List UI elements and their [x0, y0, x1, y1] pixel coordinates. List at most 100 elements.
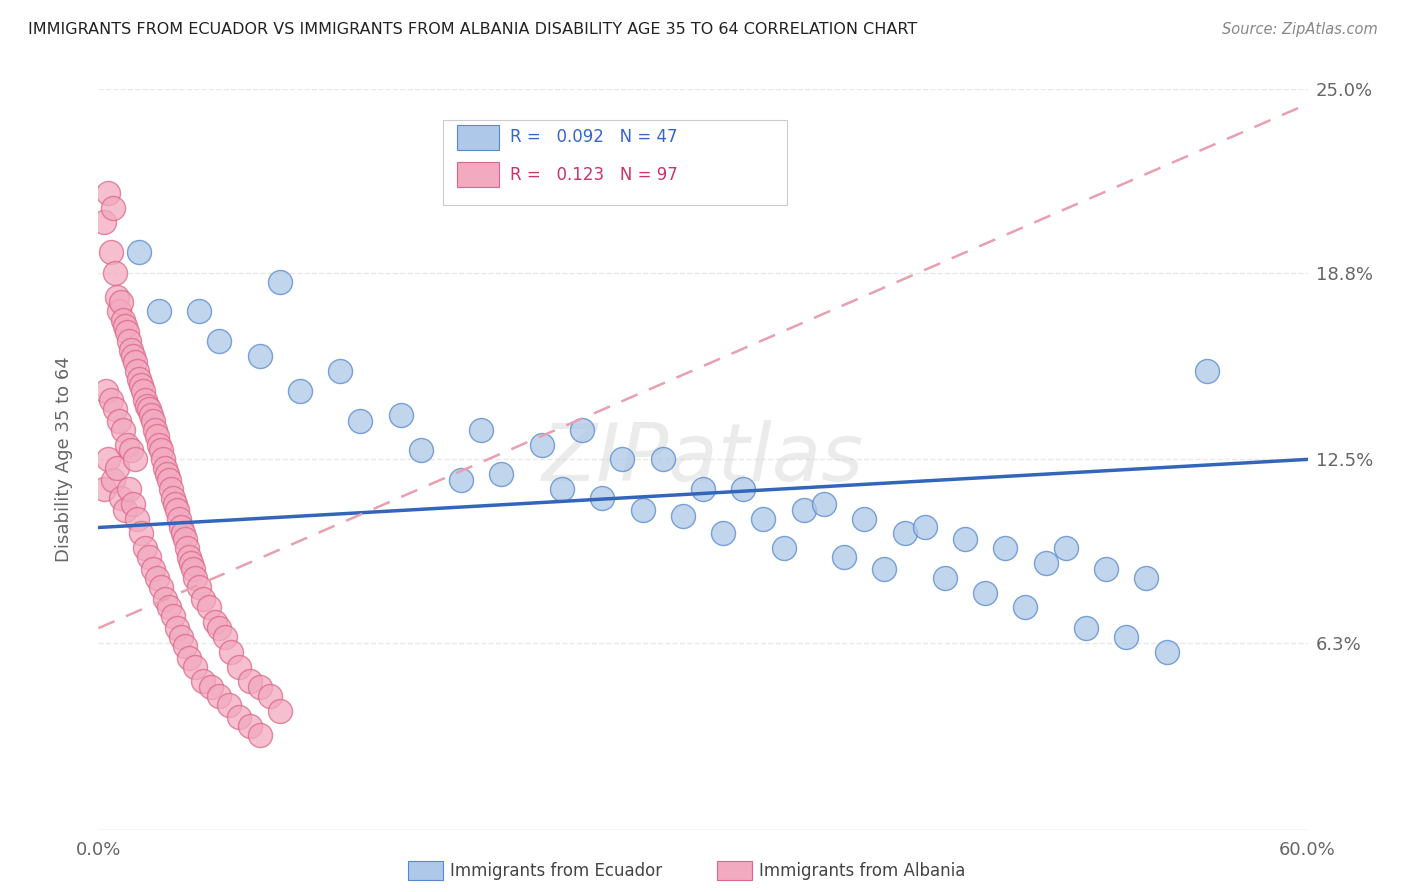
- Point: [93, 215, 115, 229]
- Point: [893, 526, 915, 541]
- Point: [153, 591, 176, 606]
- Text: R =   0.092   N = 47: R = 0.092 N = 47: [510, 128, 678, 146]
- Point: [179, 550, 201, 565]
- Point: [1115, 630, 1137, 644]
- Point: [249, 681, 271, 695]
- Point: [239, 719, 262, 733]
- Text: IMMIGRANTS FROM ECUADOR VS IMMIGRANTS FROM ALBANIA DISABILITY AGE 35 TO 64 CORRE: IMMIGRANTS FROM ECUADOR VS IMMIGRANTS FR…: [28, 22, 917, 37]
- Point: [163, 497, 186, 511]
- Point: [176, 541, 198, 556]
- Point: [103, 266, 125, 280]
- Point: [97, 186, 120, 200]
- Point: [974, 585, 997, 599]
- Point: [832, 550, 855, 565]
- Point: [162, 491, 184, 505]
- Point: [139, 408, 162, 422]
- Point: [239, 674, 262, 689]
- Point: [142, 562, 165, 576]
- Point: [711, 526, 734, 541]
- Point: [146, 428, 169, 442]
- Point: [1035, 556, 1057, 570]
- Point: [873, 562, 896, 576]
- Point: [96, 384, 118, 399]
- Point: [953, 533, 976, 547]
- Point: [166, 621, 188, 635]
- Point: [157, 600, 180, 615]
- Point: [793, 502, 815, 516]
- Point: [149, 443, 172, 458]
- Point: [93, 482, 115, 496]
- Point: [530, 437, 553, 451]
- Point: [208, 690, 231, 704]
- Point: [259, 690, 281, 704]
- Point: [184, 659, 207, 673]
- Point: [651, 452, 673, 467]
- Point: [934, 571, 956, 585]
- Point: [111, 423, 134, 437]
- Point: [1014, 600, 1036, 615]
- Point: [120, 443, 142, 458]
- Point: [228, 659, 250, 673]
- Point: [160, 482, 183, 496]
- Point: [146, 571, 169, 585]
- Point: [135, 399, 157, 413]
- Point: [772, 541, 794, 556]
- Point: [1135, 571, 1157, 585]
- Point: [853, 511, 876, 525]
- Point: [1156, 645, 1178, 659]
- Point: [124, 452, 146, 467]
- Point: [110, 295, 132, 310]
- Point: [193, 674, 215, 689]
- Point: [179, 650, 201, 665]
- Point: [188, 580, 211, 594]
- Point: [118, 334, 141, 348]
- Point: [121, 349, 143, 363]
- Point: [101, 473, 124, 487]
- Point: [167, 511, 190, 525]
- Point: [672, 508, 695, 523]
- Point: [110, 491, 132, 505]
- Point: [409, 443, 432, 458]
- Point: [491, 467, 513, 482]
- Point: [105, 289, 128, 303]
- Text: Immigrants from Albania: Immigrants from Albania: [759, 862, 966, 880]
- Point: [157, 473, 180, 487]
- Point: [121, 497, 143, 511]
- Point: [162, 609, 184, 624]
- Point: [124, 354, 146, 368]
- Point: [733, 482, 755, 496]
- Point: [249, 349, 271, 363]
- Text: Immigrants from Ecuador: Immigrants from Ecuador: [450, 862, 662, 880]
- Point: [100, 245, 122, 260]
- Point: [120, 343, 142, 357]
- Point: [111, 313, 134, 327]
- Point: [591, 491, 613, 505]
- Point: [156, 467, 179, 482]
- Point: [114, 502, 136, 516]
- Point: [174, 533, 197, 547]
- Point: [105, 461, 128, 475]
- Point: [188, 304, 211, 318]
- Point: [138, 550, 160, 565]
- Point: [166, 502, 188, 516]
- Point: [172, 526, 194, 541]
- Point: [184, 571, 207, 585]
- Text: Source: ZipAtlas.com: Source: ZipAtlas.com: [1222, 22, 1378, 37]
- Point: [269, 275, 291, 289]
- Point: [389, 408, 412, 422]
- Point: [118, 482, 141, 496]
- Point: [329, 363, 352, 377]
- Point: [128, 245, 150, 260]
- Point: [551, 482, 574, 496]
- Point: [142, 414, 165, 428]
- Point: [450, 473, 472, 487]
- Point: [107, 414, 129, 428]
- Text: R =   0.123   N = 97: R = 0.123 N = 97: [510, 166, 678, 184]
- Point: [1195, 363, 1218, 377]
- Point: [152, 452, 174, 467]
- Point: [114, 319, 136, 334]
- Point: [200, 681, 222, 695]
- Point: [269, 704, 291, 718]
- Point: [1054, 541, 1077, 556]
- Point: [612, 452, 634, 467]
